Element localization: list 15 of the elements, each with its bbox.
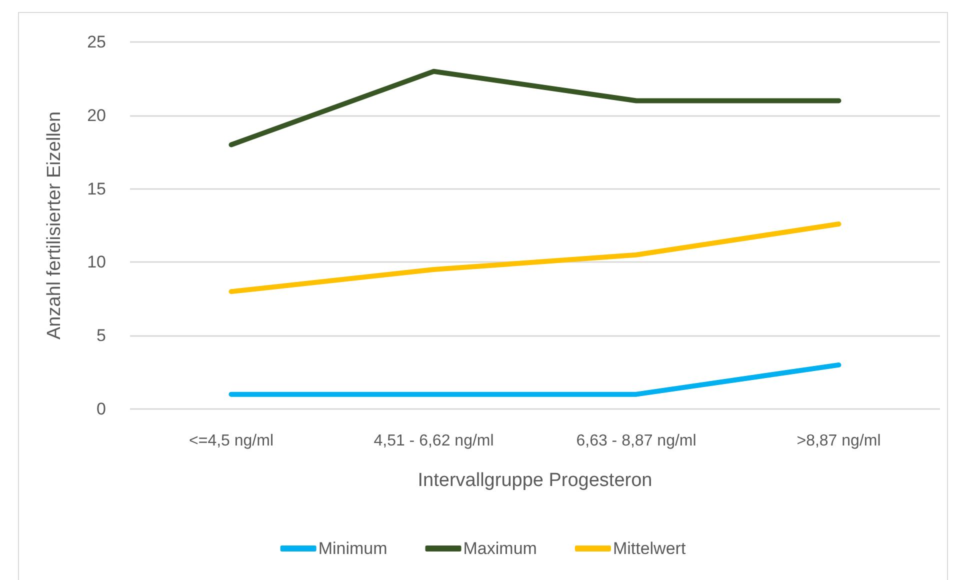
y-tick-label: 25 — [87, 32, 106, 52]
y-axis-title: Anzahl fertilisierter Eizellen — [44, 111, 65, 340]
x-tick-label: <=4,5 ng/ml — [189, 432, 274, 450]
legend-label: Minimum — [318, 539, 388, 558]
y-tick-label: 10 — [87, 252, 106, 272]
x-tick-label: >8,87 ng/ml — [796, 432, 881, 450]
x-tick-label: 6,63 - 8,87 ng/ml — [576, 432, 696, 450]
x-axis-title: Intervallgruppe Progesteron — [418, 470, 652, 491]
legend-label: Mittelwert — [612, 539, 686, 558]
legend-label: Maximum — [463, 539, 537, 558]
x-tick-label: 4,51 - 6,62 ng/ml — [374, 432, 494, 450]
y-tick-label: 0 — [96, 400, 106, 418]
y-tick-label: 20 — [87, 106, 106, 125]
y-tick-label: 5 — [96, 326, 106, 346]
y-tick-label: 15 — [87, 179, 106, 198]
